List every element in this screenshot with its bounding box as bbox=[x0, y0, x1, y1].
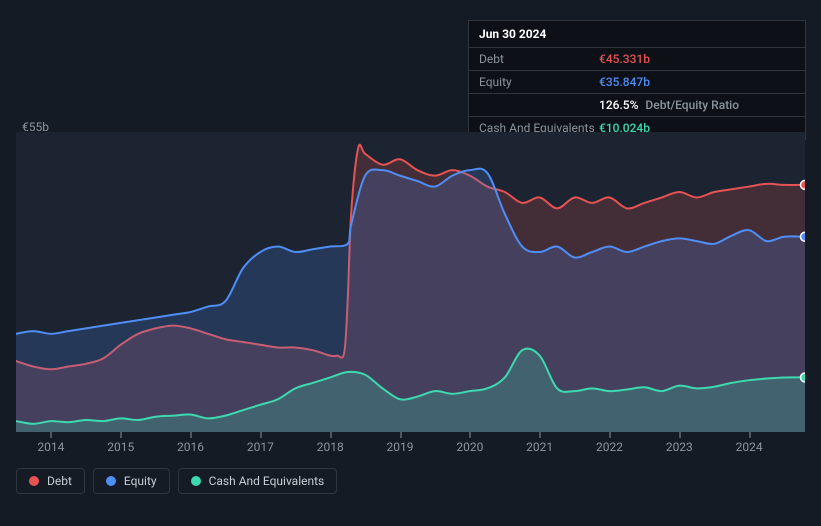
legend-label: Debt bbox=[47, 474, 72, 488]
x-tick-label: 2018 bbox=[317, 440, 344, 454]
tooltip-row-label: Equity bbox=[479, 75, 599, 89]
tooltip-row-value: 126.5% Debt/Equity Ratio bbox=[599, 98, 739, 112]
chart-legend: Debt Equity Cash And Equivalents bbox=[16, 468, 337, 494]
x-tick-label: 2016 bbox=[177, 440, 204, 454]
series-end-marker bbox=[801, 180, 806, 189]
x-tick-label: 2022 bbox=[596, 440, 623, 454]
tooltip-row-label bbox=[479, 98, 599, 112]
tooltip-row-extra: Debt/Equity Ratio bbox=[642, 98, 739, 112]
legend-swatch bbox=[29, 476, 39, 486]
x-tick-label: 2017 bbox=[247, 440, 274, 454]
tooltip-row-value: €45.331b bbox=[599, 52, 650, 66]
legend-label: Equity bbox=[124, 474, 157, 488]
legend-item[interactable]: Cash And Equivalents bbox=[178, 468, 338, 494]
tooltip-date: Jun 30 2024 bbox=[469, 21, 805, 48]
x-tick-label: 2015 bbox=[107, 440, 134, 454]
x-tick-label: 2014 bbox=[37, 440, 64, 454]
x-tick-label: 2023 bbox=[666, 440, 693, 454]
legend-swatch bbox=[106, 476, 116, 486]
x-tick-label: 2024 bbox=[736, 440, 763, 454]
tooltip-row-label: Debt bbox=[479, 52, 599, 66]
chart-svg bbox=[16, 132, 805, 432]
chart-tooltip: Jun 30 2024 Debt€45.331bEquity€35.847b12… bbox=[468, 20, 806, 140]
tooltip-row: 126.5% Debt/Equity Ratio bbox=[469, 94, 805, 117]
x-tick-label: 2020 bbox=[456, 440, 483, 454]
x-axis: 2014 2015 2016 2017 2018 2019 2020 2021 2022 2023… bbox=[16, 438, 805, 458]
chart-plot-area[interactable] bbox=[16, 132, 805, 432]
legend-item[interactable]: Equity bbox=[93, 468, 170, 494]
tooltip-row-value: €35.847b bbox=[599, 75, 650, 89]
x-tick-label: 2019 bbox=[387, 440, 414, 454]
x-tick-label: 2021 bbox=[526, 440, 553, 454]
series-end-marker bbox=[801, 232, 806, 241]
series-end-marker bbox=[801, 373, 806, 382]
legend-label: Cash And Equivalents bbox=[209, 474, 325, 488]
legend-item[interactable]: Debt bbox=[16, 468, 85, 494]
tooltip-row: Equity€35.847b bbox=[469, 71, 805, 94]
tooltip-row: Debt€45.331b bbox=[469, 48, 805, 71]
legend-swatch bbox=[191, 476, 201, 486]
